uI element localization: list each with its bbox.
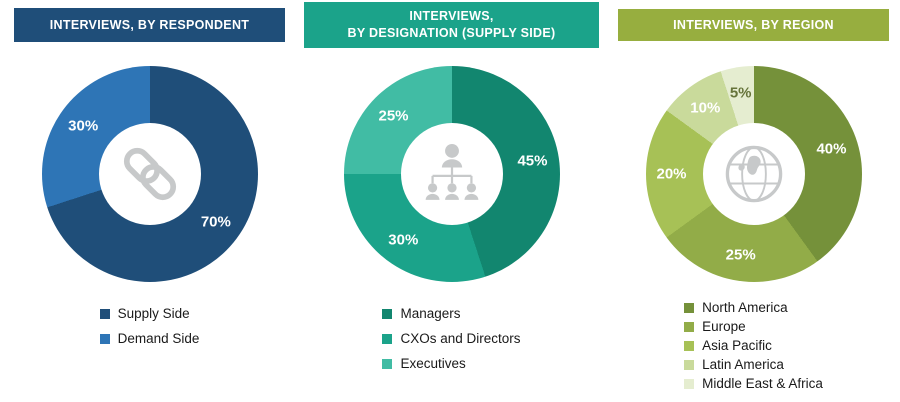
legend-label: North America: [702, 300, 788, 315]
legend-item: Executives: [382, 356, 520, 371]
legend-swatch: [382, 358, 393, 369]
legend-swatch: [684, 321, 695, 332]
globe-icon: [712, 132, 796, 216]
chart-title-region: INTERVIEWS, BY REGION: [618, 9, 889, 41]
segment-value-label: 20%: [656, 165, 687, 183]
legend-swatch: [684, 302, 695, 313]
charts-row: INTERVIEWS, BY RESPONDENT 70% 30% Supply …: [2, 0, 900, 391]
legend-item: Middle East & Africa: [684, 376, 823, 391]
legend-label: Middle East & Africa: [702, 376, 823, 391]
donut-hole: [98, 123, 201, 225]
donut-chart-respondent: 70% 30%: [41, 66, 258, 282]
panel-interviews-by-respondent: INTERVIEWS, BY RESPONDENT 70% 30% Supply …: [2, 0, 297, 391]
chart-title-respondent: INTERVIEWS, BY RESPONDENT: [14, 8, 285, 42]
legend-label: Demand Side: [117, 331, 200, 346]
segment-labels: 45% 30% 25%: [344, 66, 560, 282]
segment-value-label: 5%: [729, 84, 752, 102]
legend-label: Executives: [400, 356, 466, 371]
legend-item: CXOs and Directors: [382, 331, 521, 346]
segment-value-label: 45%: [517, 152, 548, 170]
org-hierarchy-icon: [410, 132, 494, 216]
legend-swatch: [684, 378, 695, 389]
legend-item: Managers: [382, 306, 520, 321]
legend-label: Latin America: [702, 357, 784, 372]
legend-region: North America Europe Asia Pacific Latin Ame…: [684, 300, 823, 391]
legend-item: North America: [684, 300, 823, 315]
legend-swatch: [99, 308, 110, 319]
legend-respondent: Supply Side Demand Side: [99, 306, 200, 346]
legend-swatch: [684, 359, 695, 370]
segment-labels: 40% 25% 20% 10% 5%: [646, 66, 862, 282]
legend-label: Europe: [702, 319, 746, 334]
segment-value-label: 10%: [690, 99, 721, 117]
legend-label: Asia Pacific: [702, 338, 772, 353]
segment-value-label: 25%: [378, 107, 409, 125]
legend-label: CXOs and Directors: [400, 331, 521, 346]
legend-label: Supply Side: [117, 306, 190, 321]
segment-value-label: 30%: [388, 231, 419, 249]
legend-item: Europe: [684, 319, 823, 334]
legend-item: Supply Side: [99, 306, 200, 321]
legend-label: Managers: [400, 306, 461, 321]
donut-chart-designation: 45% 30% 25%: [343, 66, 560, 282]
donut-chart-region: 40% 25% 20% 10% 5%: [645, 66, 862, 282]
segment-value-label: 40%: [816, 140, 847, 158]
legend-swatch: [382, 308, 393, 319]
chain-link-icon: [108, 132, 192, 216]
segment-value-label: 70%: [200, 213, 231, 231]
legend-swatch: [382, 333, 393, 344]
panel-interviews-by-designation: INTERVIEWS, BY DESIGNATION (SUPPLY SIDE): [304, 0, 599, 391]
chart-title-designation: INTERVIEWS, BY DESIGNATION (SUPPLY SIDE): [304, 2, 599, 48]
legend-designation: Managers CXOs and Directors Executives: [382, 306, 521, 371]
panel-interviews-by-region: INTERVIEWS, BY REGION 40% 25% 20% 10%: [606, 0, 900, 391]
legend-item: Asia Pacific: [684, 338, 823, 353]
legend-item: Latin America: [684, 357, 823, 372]
segment-value-label: 30%: [68, 117, 99, 135]
legend-swatch: [684, 340, 695, 351]
segment-labels: 70% 30%: [42, 66, 258, 282]
legend-item: Demand Side: [99, 331, 200, 346]
segment-value-label: 25%: [725, 246, 756, 264]
legend-swatch: [99, 333, 110, 344]
